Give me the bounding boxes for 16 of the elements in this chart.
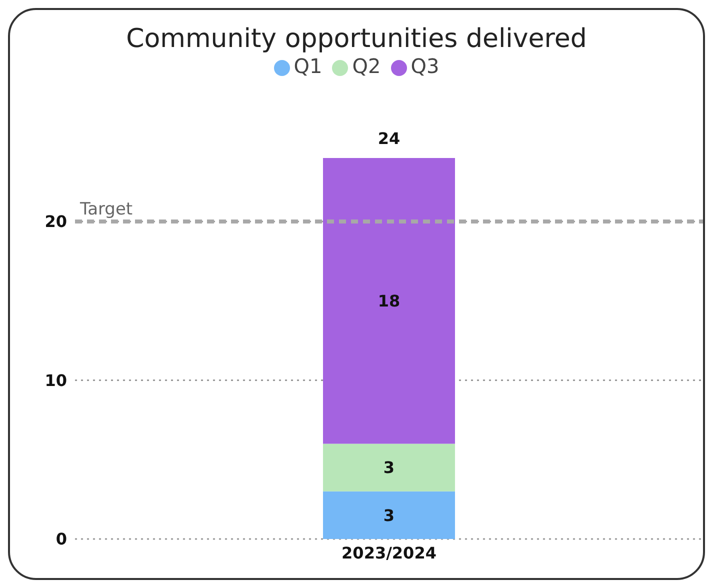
bar — [323, 491, 455, 539]
ref-line-label: Target — [79, 200, 133, 220]
y-tick-label: 10 — [44, 370, 67, 390]
chart-title: Community opportunities delivered — [125, 24, 588, 54]
legend-label: Q1 — [294, 54, 322, 78]
bar — [323, 444, 455, 492]
bar — [323, 158, 455, 444]
legend-label: Q3 — [410, 54, 440, 78]
data-label: 18 — [378, 292, 400, 311]
total-label: 24 — [378, 129, 400, 148]
legend-label: Q2 — [352, 54, 381, 78]
y-tick-label: 0 — [56, 530, 67, 549]
data-label: 3 — [383, 506, 395, 525]
data-label: 3 — [383, 458, 395, 478]
y-tick-label: 20 — [44, 212, 67, 232]
x-tick-label: 2023/2024 — [342, 543, 436, 562]
